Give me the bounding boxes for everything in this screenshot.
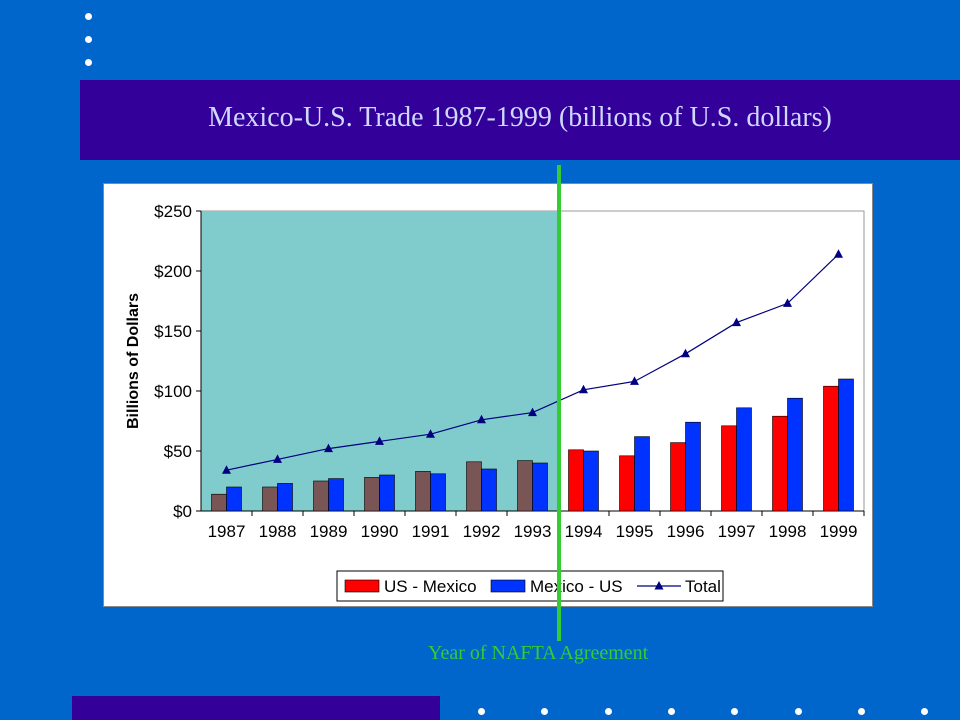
footer-dot xyxy=(541,708,548,715)
bar-us-mexico xyxy=(823,385,839,512)
x-tick-label: 1989 xyxy=(310,522,348,541)
slide-title: Mexico-U.S. Trade 1987-1999 (billions of… xyxy=(208,102,832,133)
y-tick-label: $0 xyxy=(173,502,192,521)
total-marker xyxy=(783,298,792,307)
footer-dot xyxy=(668,708,675,715)
bar-us-mexico xyxy=(721,425,737,512)
footer-dot xyxy=(605,708,612,715)
legend-label-total: Total xyxy=(685,577,721,596)
total-marker xyxy=(222,465,231,474)
total-marker xyxy=(324,443,333,453)
x-tick-label: 1990 xyxy=(361,522,399,541)
bar-us-mexico xyxy=(466,461,482,512)
total-marker xyxy=(426,429,435,438)
legend-marker-total xyxy=(654,581,664,590)
bar-mexico-us xyxy=(685,421,701,512)
bar-mexico-us xyxy=(379,474,395,512)
legend-label-us-mexico: US - Mexico xyxy=(384,577,477,596)
bar-us-mexico xyxy=(262,486,278,512)
bar-us-mexico xyxy=(619,455,635,512)
bar-mexico-us xyxy=(787,397,803,512)
total-marker xyxy=(732,317,741,327)
x-tick-label: 1998 xyxy=(769,522,807,541)
x-tick-label: 1987 xyxy=(208,522,246,541)
x-tick-label: 1997 xyxy=(718,522,756,541)
bar-us-mexico xyxy=(211,493,227,512)
x-tick-label: 1996 xyxy=(667,522,705,541)
footer-dot xyxy=(858,708,865,715)
x-tick-label: 1993 xyxy=(514,522,552,541)
bullet-dot xyxy=(85,36,92,43)
y-tick-label: $150 xyxy=(154,322,192,341)
title-band: Mexico-U.S. Trade 1987-1999 (billions of… xyxy=(80,80,960,160)
bar-us-mexico xyxy=(364,477,380,512)
total-marker xyxy=(630,376,639,385)
bar-mexico-us xyxy=(736,407,752,512)
chart-panel: $0 $50 $100 $150 $200 $250 Billions of Dollars… xyxy=(103,183,873,607)
y-tick-label: $250 xyxy=(154,202,192,221)
bar-mexico-us xyxy=(838,378,854,512)
bar-us-mexico xyxy=(415,471,431,512)
total-marker xyxy=(681,348,690,358)
bar-mexico-us xyxy=(481,468,497,512)
y-axis-label: Billions of Dollars xyxy=(125,293,142,429)
total-marker xyxy=(375,436,384,445)
x-tick-label: 1991 xyxy=(412,522,450,541)
y-tick-label: $200 xyxy=(154,262,192,281)
pre-nafta-shade xyxy=(201,211,560,511)
total-marker xyxy=(579,384,588,394)
total-marker xyxy=(834,249,843,258)
nafta-marker-line xyxy=(557,165,561,641)
x-tick-label: 1988 xyxy=(259,522,297,541)
total-marker xyxy=(273,454,282,463)
footer-dot xyxy=(731,708,738,715)
bar-mexico-us xyxy=(532,462,548,512)
trade-chart: $0 $50 $100 $150 $200 $250 Billions of Dollars… xyxy=(125,202,865,602)
legend-label-mexico-us: Mexico - US xyxy=(530,577,623,596)
bar-us-mexico xyxy=(568,449,584,512)
bar-mexico-us xyxy=(430,473,446,512)
x-tick-label: 1995 xyxy=(616,522,654,541)
x-tick-label: 1994 xyxy=(565,522,603,541)
bar-mexico-us xyxy=(226,486,242,512)
total-marker xyxy=(528,407,537,417)
legend-swatch-us-mexico xyxy=(344,579,380,593)
bar-us-mexico xyxy=(670,442,686,512)
legend-swatch-mexico-us xyxy=(490,579,526,593)
footer-dot xyxy=(921,708,928,715)
bullet-dot xyxy=(85,59,92,66)
nafta-annotation: Year of NAFTA Agreement xyxy=(428,642,649,664)
footer-band xyxy=(72,696,440,720)
bar-us-mexico xyxy=(517,460,533,512)
bar-mexico-us xyxy=(583,450,599,512)
total-marker xyxy=(477,414,486,424)
y-tick-label: $50 xyxy=(164,442,192,461)
bar-us-mexico xyxy=(772,415,788,512)
footer-dot xyxy=(478,708,485,715)
footer-dot xyxy=(795,708,802,715)
bar-us-mexico xyxy=(313,480,329,512)
bar-mexico-us xyxy=(634,436,650,512)
bar-mexico-us xyxy=(328,478,344,512)
bar-mexico-us xyxy=(277,483,293,512)
x-tick-label: 1999 xyxy=(820,522,858,541)
bullet-dot xyxy=(85,13,92,20)
x-tick-label: 1992 xyxy=(463,522,501,541)
y-tick-label: $100 xyxy=(154,382,192,401)
